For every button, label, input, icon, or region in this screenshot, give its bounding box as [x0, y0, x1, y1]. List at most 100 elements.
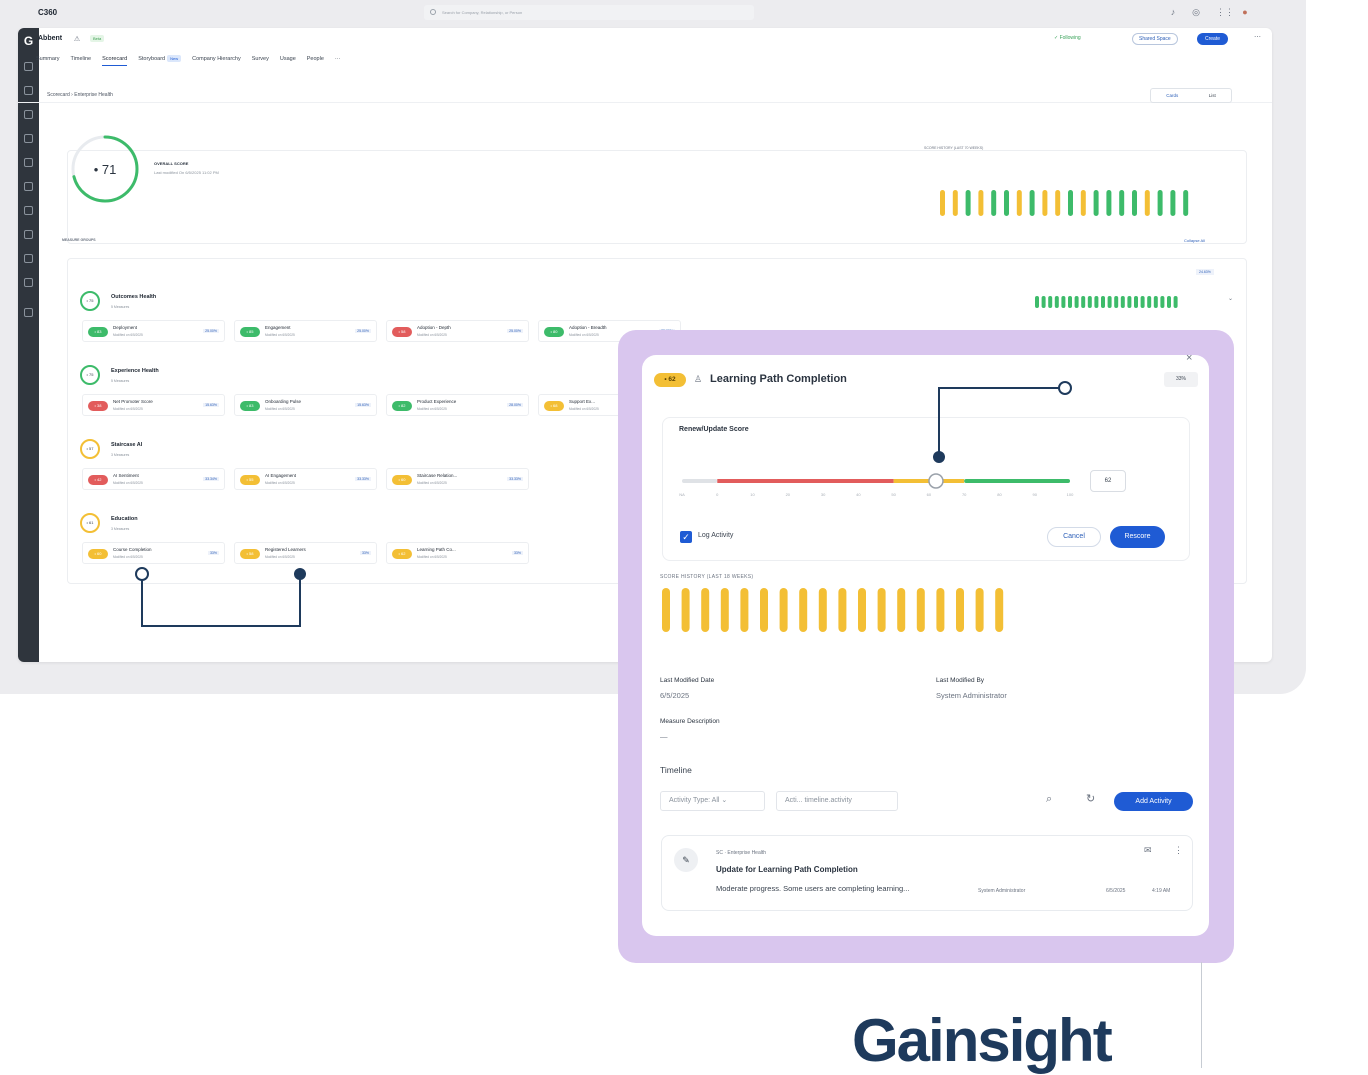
apps-grid-icon[interactable]: ⋮⋮ [1216, 7, 1234, 17]
measure-card[interactable]: • 42 AI Sentiment Modified on 6/5/2025 33.3… [82, 468, 225, 490]
activity-card[interactable] [661, 835, 1193, 911]
measure-card[interactable]: • 60 Course Completion Modified on 6/5/202… [82, 542, 225, 564]
tab-0[interactable]: Summary [36, 56, 60, 66]
nav-icon-5[interactable] [24, 182, 33, 191]
measure-score-pill: • 60 [392, 475, 412, 485]
tab-4[interactable]: Company Hierarchy [192, 56, 241, 66]
measure-card[interactable]: • 83 Onboarding Pulse Modified on 6/5/2025… [234, 394, 377, 416]
history-bar [991, 190, 997, 216]
comment-icon[interactable]: ✉ [1144, 845, 1152, 855]
view-list-option[interactable]: List [1208, 93, 1216, 98]
bell-icon[interactable]: ♪ [1170, 7, 1176, 17]
nav-icon-0[interactable] [24, 62, 33, 71]
score-input[interactable]: 62 [1090, 470, 1126, 492]
collapse-all-link[interactable]: Collapse All [1184, 238, 1205, 243]
cancel-button[interactable]: Cancel [1047, 527, 1101, 547]
overall-score-ring [71, 135, 139, 203]
group-subtitle: 5 Measures [111, 305, 130, 309]
measure-card[interactable]: • 62 Learning Path Co... Modified on 6/5/2… [386, 542, 529, 564]
gainsight-logo-icon[interactable]: G [23, 34, 34, 48]
history-bar [1106, 190, 1112, 216]
measure-modified: Modified on 6/5/2025 [113, 407, 143, 411]
log-activity-label: Log Activity [698, 532, 734, 539]
measure-weight: 33% [511, 551, 523, 555]
measure-card[interactable]: • 60 Staircase Relation... Modified on 6/5… [386, 468, 529, 490]
tab-2[interactable]: Scorecard [102, 56, 128, 66]
nav-icon-4[interactable] [24, 158, 33, 167]
slider-tick-label: 60 [926, 492, 932, 497]
chevron-down-icon[interactable]: ⌄ [1228, 296, 1234, 302]
measure-weight: 33% [1164, 372, 1198, 387]
nav-icon-3[interactable] [24, 134, 33, 143]
tab-label: Usage [279, 56, 296, 62]
tab-8[interactable]: ··· [335, 56, 341, 66]
measure-modified: Modified on 6/5/2025 [113, 555, 143, 559]
timeline-label: Timeline [660, 765, 692, 775]
group-title[interactable]: Education [111, 516, 138, 522]
measure-card[interactable]: • 55 AI Engagement Modified on 6/5/2025 33.… [234, 468, 377, 490]
group-title[interactable]: Outcomes Health [111, 294, 157, 300]
refresh-icon[interactable]: ↻ [1086, 793, 1096, 805]
slider-handle[interactable] [928, 473, 944, 489]
score-slider[interactable] [676, 468, 1076, 494]
rescore-button[interactable]: Rescore [1110, 526, 1165, 548]
history-bar [662, 588, 670, 632]
history-bar [1127, 296, 1132, 308]
nav-icon-9[interactable] [24, 278, 33, 287]
warning-icon: ⚠ [73, 36, 81, 43]
search-icon[interactable]: ⌕ [1046, 793, 1053, 805]
measure-card[interactable]: • 83 Deployment Modified on 6/5/2025 25.00% [82, 320, 225, 342]
globe-icon[interactable]: ◎ [1192, 7, 1200, 17]
history-bar [1167, 296, 1171, 308]
last-modified-by: System Administrator [936, 691, 1007, 700]
tab-5[interactable]: Survey [252, 56, 269, 66]
breadcrumb[interactable]: Scorecard › Enterprise Health [47, 92, 113, 98]
measure-description: — [660, 732, 668, 741]
tab-1[interactable]: Timeline [71, 56, 92, 66]
measure-name: Staircase Relation... [417, 473, 458, 478]
view-cards-option[interactable]: Cards [1166, 93, 1179, 98]
log-activity-checkbox[interactable]: ✓ [680, 531, 692, 543]
measure-weight: 33.33% [355, 477, 371, 481]
overall-score-card [67, 150, 1247, 244]
kebab-menu-icon[interactable]: ⋮ [1174, 845, 1183, 855]
activity-type-dropdown[interactable]: Activity Type: All ⌄ [660, 791, 765, 811]
nav-icon-10[interactable] [24, 308, 33, 317]
measure-name: Registered Learners [265, 547, 306, 552]
measure-card[interactable]: • 38 Net Promoter Score Modified on 6/5/20… [82, 394, 225, 416]
timeline-search-input[interactable]: Acti... timeline.activity [776, 791, 898, 811]
global-search-input[interactable]: Search for Company, Relationship, or Per… [424, 5, 754, 20]
nav-icon-8[interactable] [24, 254, 33, 263]
close-icon[interactable]: × [1186, 352, 1193, 364]
create-button[interactable]: Create [1197, 33, 1229, 45]
avatar[interactable]: ● [1242, 7, 1248, 17]
slider-tick-label: NA [679, 492, 685, 497]
view-toggle[interactable]: Cards List [1150, 88, 1232, 103]
measure-card[interactable]: • 85 Engagement Modified on 6/5/2025 25.00% [234, 320, 377, 342]
tab-label: Scorecard [102, 56, 128, 62]
more-icon[interactable]: ⋯ [1254, 34, 1261, 41]
shared-space-button[interactable]: Shared Space [1132, 33, 1178, 45]
following-button[interactable]: ✓ Following [1054, 35, 1081, 41]
tab-3[interactable]: Storyboard New [138, 55, 182, 66]
activity-type-value: Activity Type: All [669, 797, 720, 804]
update-score-card [662, 417, 1190, 561]
nav-icon-2[interactable] [24, 110, 33, 119]
history-bar [1068, 190, 1073, 216]
history-bar [1101, 296, 1105, 308]
tab-7[interactable]: People [307, 56, 324, 66]
measure-card[interactable]: • 82 Product Experience Modified on 6/5/20… [386, 394, 529, 416]
measure-modified: Modified on 6/5/2025 [417, 333, 447, 337]
nav-icon-1[interactable] [24, 86, 33, 95]
measure-name: Adoption - Depth [417, 325, 451, 330]
group-title[interactable]: Experience Health [111, 368, 159, 374]
nav-icon-6[interactable] [24, 206, 33, 215]
nav-icon-7[interactable] [24, 230, 33, 239]
tab-6[interactable]: Usage [280, 56, 296, 66]
measure-card[interactable]: • 58 Adoption - Depth Modified on 6/5/2025… [386, 320, 529, 342]
group-title[interactable]: Staircase AI [111, 442, 143, 448]
measure-name: Learning Path Co... [417, 547, 456, 552]
history-bar [1173, 296, 1178, 308]
measure-card[interactable]: • 58 Registered Learners Modified on 6/5/2… [234, 542, 377, 564]
add-activity-button[interactable]: Add Activity [1114, 792, 1193, 811]
